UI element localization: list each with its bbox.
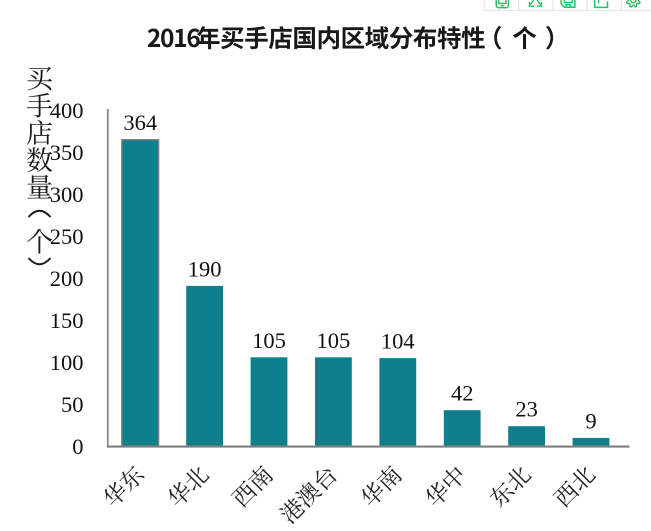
svg-text:105: 105 (317, 328, 351, 353)
svg-text:100: 100 (50, 350, 84, 375)
svg-text:50: 50 (61, 392, 84, 417)
svg-text:250: 250 (50, 224, 84, 249)
svg-text:200: 200 (50, 266, 84, 291)
svg-text:104: 104 (381, 329, 415, 354)
svg-text:400: 400 (50, 98, 84, 123)
svg-text:23: 23 (515, 397, 538, 422)
svg-text:42: 42 (451, 381, 474, 406)
svg-text:105: 105 (252, 328, 286, 353)
svg-text:364: 364 (123, 110, 157, 135)
svg-text:150: 150 (50, 308, 84, 333)
svg-text:190: 190 (188, 256, 222, 281)
svg-text:0: 0 (72, 434, 83, 459)
svg-text:9: 9 (585, 408, 596, 433)
svg-text:300: 300 (50, 182, 84, 207)
svg-text:350: 350 (50, 140, 84, 165)
